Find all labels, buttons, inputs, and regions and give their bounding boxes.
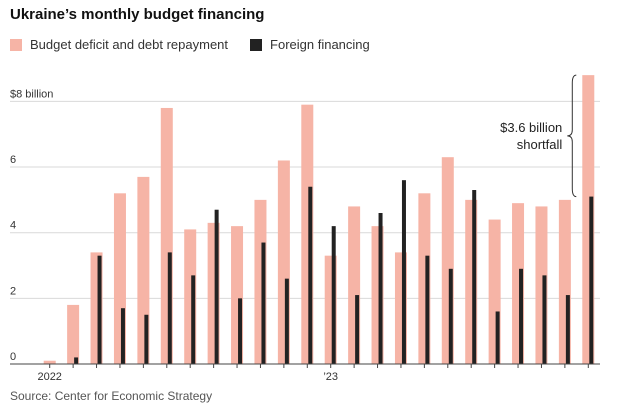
bar-deficit-1: [67, 304, 80, 364]
legend-swatch-foreign: [250, 38, 263, 51]
y-tick-label-8: $8 billion: [10, 88, 53, 100]
bar-foreign-15: [401, 180, 406, 364]
chart-title: Ukraine’s monthly budget financing: [10, 6, 265, 23]
y-tick-label-0: 0: [10, 351, 16, 363]
legend-label-deficit: Budget deficit and debt repayment: [30, 37, 229, 52]
y-tick-label-6: 6: [10, 154, 16, 166]
bar-foreign-13: [355, 295, 360, 364]
legend-item-foreign: Foreign financing: [250, 37, 370, 52]
bar-foreign-19: [495, 311, 500, 364]
bar-deficit-9: [254, 199, 267, 364]
bar-foreign-8: [238, 298, 243, 364]
bar-foreign-10: [284, 278, 289, 364]
y-tick-label-2: 2: [10, 285, 16, 297]
x-tick-label-0: 2022: [37, 371, 61, 383]
bar-foreign-22: [565, 295, 570, 364]
bar-foreign-17: [448, 268, 453, 364]
bar-foreign-7: [214, 209, 219, 364]
bar-foreign-20: [519, 268, 524, 364]
bar-foreign-21: [542, 275, 547, 364]
shortfall-annotation-line-1: shortfall: [517, 137, 563, 152]
legend-label-foreign: Foreign financing: [270, 37, 370, 52]
bar-foreign-9: [261, 242, 266, 364]
bar-foreign-2: [97, 255, 102, 364]
shortfall-bracket: [567, 74, 577, 198]
x-tick-label-12: ’23: [323, 371, 338, 383]
legend: Budget deficit and debt repayment Foreig…: [10, 37, 392, 52]
legend-item-deficit: Budget deficit and debt repayment: [10, 37, 228, 52]
bar-foreign-16: [425, 255, 430, 364]
legend-swatch-deficit: [10, 38, 22, 51]
bar-deficit-0: [43, 360, 56, 364]
bar-foreign-5: [167, 252, 172, 364]
bar-foreign-11: [308, 186, 313, 364]
bar-foreign-14: [378, 213, 383, 364]
bar-foreign-1: [74, 357, 79, 364]
bar-foreign-3: [120, 308, 125, 364]
bar-foreign-23: [589, 196, 594, 364]
bar-foreign-18: [472, 190, 477, 364]
bar-foreign-12: [331, 226, 336, 364]
shortfall-annotation-line-0: $3.6 billion: [500, 120, 562, 135]
y-tick-label-4: 4: [10, 220, 16, 232]
source-note: Source: Center for Economic Strategy: [10, 389, 213, 403]
bar-foreign-4: [144, 314, 149, 364]
bar-foreign-6: [191, 275, 196, 364]
